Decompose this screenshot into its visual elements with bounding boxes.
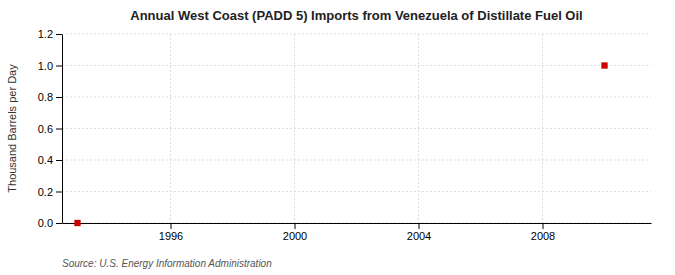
grid bbox=[62, 34, 651, 223]
grid-line bbox=[170, 34, 171, 223]
title: Annual West Coast (PADD 5) Imports from … bbox=[130, 8, 582, 23]
grid-line bbox=[294, 34, 295, 223]
tick-mark bbox=[543, 223, 544, 229]
grid-line bbox=[62, 65, 651, 66]
grid-line bbox=[62, 34, 651, 35]
plot-area: 1996 2000 2004 2008 0.0 0.2 0.4 0.6 0.8 1.0 1.2 bbox=[38, 28, 652, 242]
tick: 1996 bbox=[159, 223, 183, 242]
tick-mark bbox=[56, 223, 62, 224]
grid-line bbox=[62, 128, 651, 129]
chart: 1996 2000 2004 2008 0.0 0.2 0.4 0.6 0.8 1.0 1.2 Ann… bbox=[0, 0, 675, 275]
tick: 0.4 bbox=[38, 154, 62, 166]
tick-mark bbox=[419, 223, 420, 229]
tick-label: 1.0 bbox=[38, 60, 53, 72]
grid-line bbox=[542, 34, 543, 223]
point bbox=[74, 220, 80, 226]
tick: 2008 bbox=[531, 223, 555, 242]
axis-line bbox=[63, 223, 652, 224]
tick: 1.0 bbox=[38, 60, 62, 72]
tick: 0.2 bbox=[38, 186, 62, 198]
y-axis: 0.0 0.2 0.4 0.6 0.8 1.0 1.2 bbox=[38, 28, 63, 229]
tick-mark bbox=[56, 34, 62, 35]
tick-label: 1996 bbox=[159, 230, 183, 242]
tick-label: 0.6 bbox=[38, 123, 53, 135]
x-axis: 1996 2000 2004 2008 bbox=[63, 223, 652, 242]
grid-line bbox=[62, 191, 651, 192]
tick-label: 2000 bbox=[283, 230, 307, 242]
grid-line bbox=[418, 34, 419, 223]
tick-label: 0.4 bbox=[38, 154, 53, 166]
tick-mark bbox=[56, 66, 62, 67]
annotation: Source: U.S. Energy Information Administ… bbox=[62, 258, 272, 269]
tick-label: 0.2 bbox=[38, 186, 53, 198]
point bbox=[601, 62, 607, 68]
y-axis-title: Thousand Barrels per Day bbox=[6, 64, 18, 193]
tick-label: 2008 bbox=[531, 230, 555, 242]
tick-label: 2004 bbox=[407, 230, 431, 242]
tick-mark bbox=[56, 192, 62, 193]
tick: 1.2 bbox=[38, 28, 62, 40]
points bbox=[74, 62, 607, 226]
tick-label: 0.0 bbox=[38, 217, 53, 229]
grid-line bbox=[62, 97, 651, 98]
axis-line bbox=[62, 35, 63, 224]
grid-line bbox=[62, 223, 651, 224]
tick: 0.8 bbox=[38, 91, 62, 103]
tick-label: 1.2 bbox=[38, 28, 53, 40]
tick-mark bbox=[295, 223, 296, 229]
tick-label: 0.8 bbox=[38, 91, 53, 103]
tick-mark bbox=[171, 223, 172, 229]
tick: 0.6 bbox=[38, 123, 62, 135]
tick: 0.0 bbox=[38, 217, 62, 229]
grid-line bbox=[62, 160, 651, 161]
tick-mark bbox=[56, 97, 62, 98]
tick: 2000 bbox=[283, 223, 307, 242]
tick-mark bbox=[56, 160, 62, 161]
tick-mark bbox=[56, 129, 62, 130]
tick: 2004 bbox=[407, 223, 431, 242]
